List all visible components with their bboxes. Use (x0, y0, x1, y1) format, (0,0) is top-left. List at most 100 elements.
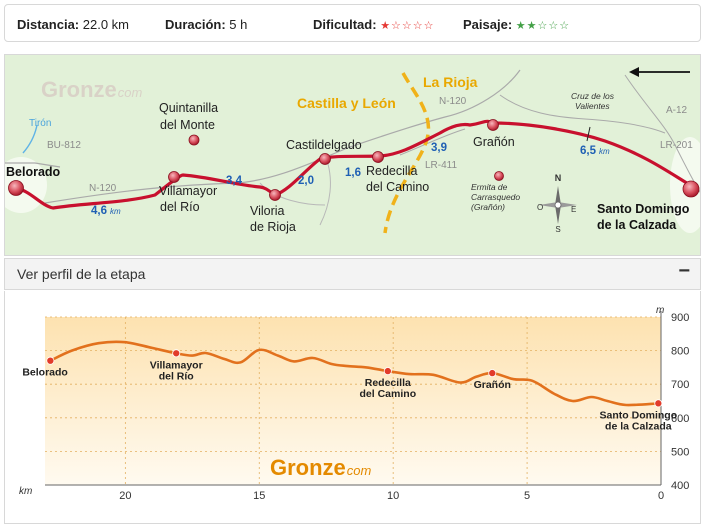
road-lr411 (399, 128, 466, 156)
ermita-marker[interactable] (494, 171, 504, 181)
profile-town-marker[interactable] (488, 369, 497, 378)
town-marker-quintanilla[interactable] (188, 134, 200, 146)
elevation-chart: Gronzecom 900 800 700 600 500 400 20 15 10 5 0 Bel… (19, 305, 689, 502)
distance-value: 22.0 km (82, 17, 130, 32)
x-tick-label: 15 (253, 490, 265, 502)
y-tick-label: 800 (671, 346, 689, 358)
road-label: N-120 (439, 96, 467, 107)
town-marker-redecilla[interactable] (372, 151, 384, 163)
profile-town-label: Santo Domingo (600, 409, 678, 421)
duration-value: 5 h (229, 17, 248, 32)
profile-toggle-bar[interactable]: Ver perfil de la etapa − (4, 258, 701, 290)
y-tick-label: 600 (671, 413, 689, 425)
town-label-redecilla: del Camino (366, 180, 429, 194)
profile-town-label: Redecilla (365, 377, 411, 389)
town-label-redecilla: Redecilla (366, 164, 417, 178)
town-label-viloria: de Rioja (250, 220, 296, 234)
road-label: LR-201 (660, 140, 693, 151)
road-bu812 (5, 162, 61, 168)
stage-stats-bar: Distancia: 22.0 km Duración: 5 h Dificul… (4, 4, 701, 42)
town-marker-belorado[interactable] (8, 180, 24, 196)
x-tick-label: 0 (658, 490, 664, 502)
y-unit-label: m (656, 305, 664, 316)
profile-town-label: de la Calzada (605, 420, 672, 432)
segment-distance: 1,6 (345, 167, 361, 179)
y-tick-label: 500 (671, 446, 689, 458)
profile-town-label: Villamayor (150, 359, 203, 371)
duration-stat: Duración: 5 h (165, 17, 247, 32)
plot-area (45, 317, 661, 485)
landscape-stat: Paisaje: ★★☆☆☆ (463, 17, 570, 32)
compass-o: O (537, 203, 543, 212)
town-label-castildelgado: Castildelgado (286, 138, 362, 152)
duration-label: Duración: (165, 17, 226, 32)
x-tick-label: 10 (387, 490, 399, 502)
segment-distance: 3,4 (226, 175, 243, 187)
region-label-rioja: La Rioja (423, 74, 478, 90)
river-label: Tirón (29, 118, 51, 129)
town-marker-santo-domingo[interactable] (682, 180, 700, 198)
road-label: N-120 (89, 183, 117, 194)
town-label-quintanilla: Quintanilla (159, 101, 218, 115)
region-border (383, 72, 431, 234)
y-tick-label: 900 (671, 312, 689, 324)
segment-distance: 2,0 (298, 175, 314, 187)
compass-icon: N S E O (537, 173, 577, 234)
poi-label-cruz: Valientes (575, 101, 610, 111)
road-label: BU-812 (47, 140, 81, 151)
arrow-head-icon (629, 67, 639, 77)
compass-n: N (555, 173, 562, 183)
profile-town-marker[interactable] (46, 356, 55, 365)
profile-town-label: Grañón (474, 379, 511, 391)
x-tick-label: 20 (119, 490, 131, 502)
town-label-quintanilla: del Monte (160, 118, 215, 132)
x-unit-label: km (19, 486, 32, 497)
road-n120 (44, 69, 521, 204)
cruz-pointer (586, 126, 591, 142)
town-label-granon: Grañón (473, 135, 515, 149)
stage-map[interactable]: N S E O Gronzecom Castilla y León La Rio… (4, 54, 701, 256)
profile-town-label: Belorado (22, 367, 68, 379)
town-label-belorado: Belorado (6, 165, 61, 179)
landscape-label: Paisaje: (463, 17, 513, 32)
gronze-logo: Gronzecom (41, 77, 143, 102)
profile-town-marker[interactable] (383, 367, 392, 376)
segment-distance: 6,5 km (580, 145, 610, 157)
town-marker-viloria[interactable] (269, 189, 281, 201)
town-label-villamayor: del Río (160, 200, 200, 214)
poi-label-ermita: (Grañón) (471, 202, 505, 212)
town-marker-castildelgado[interactable] (319, 153, 331, 165)
town-label-viloria: Viloria (250, 204, 285, 218)
map-canvas: N S E O Gronzecom Castilla y León La Rio… (5, 67, 700, 234)
profile-town-label: del Camino (360, 388, 417, 400)
compass-s: S (555, 225, 560, 234)
road-label: LR-411 (425, 160, 457, 171)
profile-toggle-title[interactable]: Ver perfil de la etapa (17, 266, 146, 282)
poi-label-cruz: Cruz de los (571, 91, 615, 101)
town-marker-granon[interactable] (487, 119, 499, 131)
difficulty-stat: Dificultad: ★☆☆☆☆ (313, 17, 435, 32)
collapse-icon[interactable]: − (678, 260, 690, 282)
town-label-santo-domingo: Santo Domingo (597, 202, 690, 216)
town-label-santo-domingo: de la Calzada (597, 218, 677, 232)
road-label: A-12 (666, 105, 688, 116)
river-tiron (22, 124, 38, 154)
town-label-villamayor: Villamayor (159, 184, 217, 198)
segment-distance: 3,9 (431, 142, 447, 154)
grid (45, 311, 662, 486)
y-tick-label: 700 (671, 379, 689, 391)
difficulty-label: Dificultad: (313, 17, 377, 32)
difficulty-rating-stars-icon: ★☆☆☆☆ (380, 20, 435, 32)
elevation-profile: Gronzecom 900 800 700 600 500 400 20 15 10 5 0 Bel… (4, 291, 701, 524)
x-tick-label: 5 (524, 490, 530, 502)
town-marker-villamayor[interactable] (168, 171, 180, 183)
poi-label-ermita: Carrasquedo (471, 192, 520, 202)
segment-distance: 4,6 km (91, 205, 121, 217)
profile-town-label: del Río (159, 370, 194, 382)
road-a12 (499, 94, 666, 134)
poi-label-ermita: Ermita de (471, 182, 508, 192)
profile-town-marker[interactable] (654, 399, 663, 408)
profile-town-marker[interactable] (172, 349, 181, 358)
axis-ticks: 900 800 700 600 500 400 20 15 10 5 0 (119, 312, 689, 502)
compass-e: E (571, 205, 576, 214)
